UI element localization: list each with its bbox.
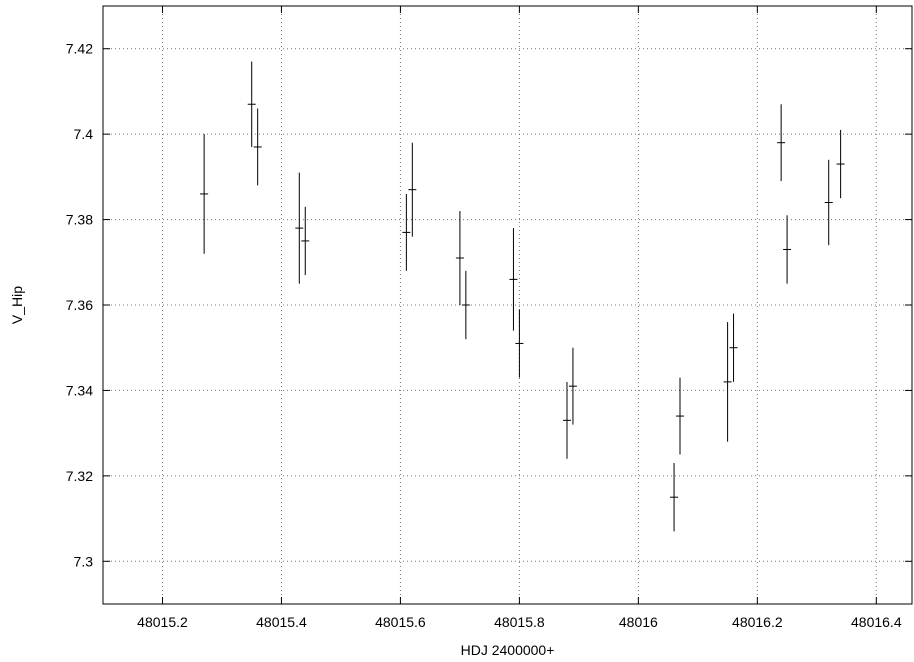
- data-points: [200, 62, 844, 532]
- data-point: [462, 271, 470, 339]
- x-tick-label: 48016: [619, 614, 658, 630]
- x-tick-labels: 48015.2 48015.4 48015.6 48015.8 48016 48016.2…: [137, 614, 902, 630]
- y-tick-label: 7.3: [74, 553, 94, 569]
- data-point: [676, 378, 684, 455]
- data-point: [295, 173, 303, 284]
- y-tick-label: 7.32: [66, 468, 93, 484]
- data-point: [837, 130, 845, 198]
- grid: [103, 6, 912, 604]
- data-point: [456, 211, 464, 305]
- data-point: [730, 314, 738, 382]
- x-tick-label: 48016.4: [851, 614, 902, 630]
- data-point: [777, 104, 785, 181]
- y-axis-title: V_Hip: [9, 286, 25, 324]
- data-point: [200, 134, 208, 254]
- x-tick-label: 48016.2: [732, 614, 783, 630]
- y-tick-label: 7.34: [66, 382, 93, 398]
- data-point: [724, 322, 732, 442]
- x-tick-label: 48015.6: [375, 614, 426, 630]
- data-point: [515, 309, 523, 377]
- y-tick-label: 7.36: [66, 297, 93, 313]
- y-tick-label: 7.38: [66, 212, 93, 228]
- data-point: [783, 215, 791, 283]
- data-point: [301, 207, 309, 275]
- data-point: [248, 62, 256, 147]
- y-tick-labels: 7.3 7.32 7.34 7.36 7.38 7.4 7.42: [66, 41, 93, 570]
- data-point: [408, 143, 416, 237]
- x-tick-label: 48015.2: [137, 614, 188, 630]
- data-point: [402, 194, 410, 271]
- data-point: [569, 348, 577, 425]
- x-tick-label: 48015.4: [256, 614, 307, 630]
- data-point: [254, 109, 262, 186]
- x-axis-title: HDJ 2400000+: [461, 642, 555, 658]
- y-tick-label: 7.42: [66, 41, 93, 57]
- x-tick-label: 48015.8: [494, 614, 545, 630]
- data-point: [825, 160, 833, 245]
- y-tick-label: 7.4: [74, 126, 94, 142]
- data-point: [670, 463, 678, 531]
- data-point: [563, 382, 571, 459]
- data-point: [509, 228, 517, 331]
